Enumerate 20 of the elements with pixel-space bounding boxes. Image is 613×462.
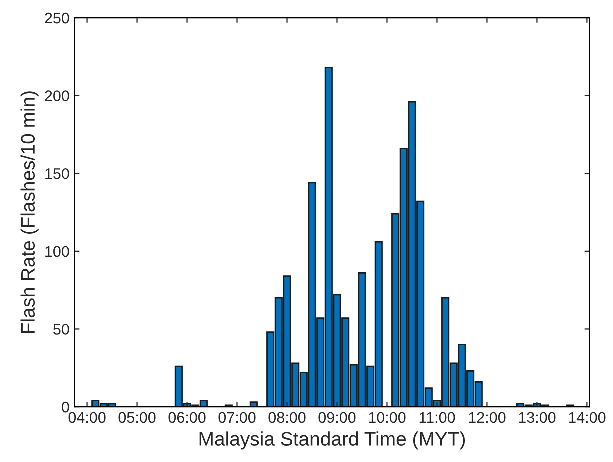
x-tick-label: 06:00 [168,412,206,424]
x-axis-title: Malaysia Standard Time (MYT) [200,432,466,450]
x-tick-label: 08:00 [268,412,306,424]
x-tick-label: 10:00 [369,412,406,424]
y-tick-label: 250 [45,12,70,24]
y-tick-label: 0 [62,402,70,413]
y-tick-label: 150 [46,168,70,180]
y-tick-label: 50 [54,324,70,335]
y-tick-label: 200 [45,90,70,102]
y-tick-label: 100 [46,246,70,258]
x-tick-label: 04:00 [68,412,106,424]
x-tick-label: 05:00 [118,412,156,424]
x-tick-label: 09:00 [318,412,356,424]
x-tick-label: 13:00 [519,412,556,424]
x-tick-label: 12:00 [469,412,506,424]
x-tick-label: 14:00 [569,412,606,424]
y-axis-title: Flash Rate (Flashes/10 min) [20,92,39,334]
x-tick-label: 11:00 [420,412,456,424]
x-tick-label: 07:00 [218,412,256,424]
bar [250,402,258,408]
